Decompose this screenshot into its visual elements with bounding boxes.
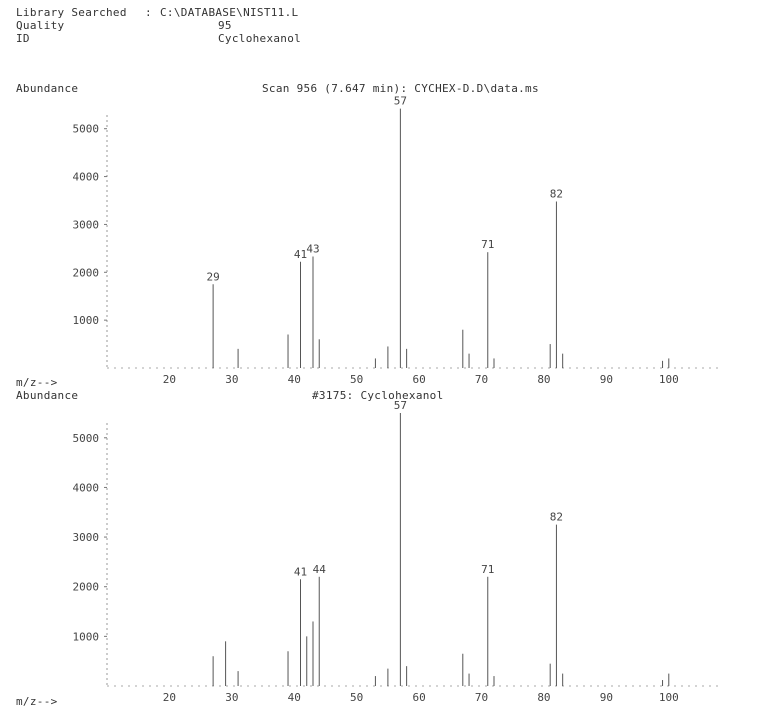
chart2-peak-label: 82 bbox=[550, 511, 563, 524]
chart1-marks: 1000 2000 3000 4000 5000 20 30 40 50 60 70 80 90 100 2… bbox=[73, 95, 720, 386]
chart1-xlabel: m/z--> bbox=[16, 376, 58, 389]
chart1-x-tick-label: 50 bbox=[350, 373, 363, 386]
chart1-y-tick-label: 3000 bbox=[73, 218, 100, 231]
library-separator: : bbox=[145, 6, 152, 19]
chart2-x-tick-label: 50 bbox=[350, 691, 363, 704]
chart1-y-tick-label: 4000 bbox=[73, 171, 100, 184]
chart2-y-tick-label: 4000 bbox=[73, 481, 100, 494]
chart2-peak-label: 57 bbox=[394, 399, 407, 412]
chart1-peak-label: 57 bbox=[394, 95, 407, 108]
chart2-x-tick-label: 70 bbox=[475, 691, 488, 704]
library-searched-label: Library Searched bbox=[16, 6, 127, 19]
chart2-peak-label: 41 bbox=[294, 565, 307, 578]
chart1-y-tick-label: 5000 bbox=[73, 123, 100, 136]
chart2-y-tick-label: 1000 bbox=[73, 630, 100, 643]
chart2-peak-label: 44 bbox=[313, 563, 327, 576]
chart1-x-tick-label: 60 bbox=[412, 373, 425, 386]
chart2-y-tick-label: 3000 bbox=[73, 531, 100, 544]
chart1-x-tick-label: 80 bbox=[537, 373, 550, 386]
chart1-title: Scan 956 (7.647 min): CYCHEX-D.D\data.ms bbox=[262, 82, 539, 95]
chart2-peak-label: 71 bbox=[481, 563, 494, 576]
chart1-x-tick-label: 40 bbox=[288, 373, 301, 386]
id-label: ID bbox=[16, 32, 30, 45]
chart2-x-tick-label: 30 bbox=[225, 691, 238, 704]
chart1-y-tick-label: 1000 bbox=[73, 314, 100, 327]
id-value: Cyclohexanol bbox=[218, 32, 302, 45]
chart2-x-tick-label: 100 bbox=[659, 691, 679, 704]
library-searched-value: C:\DATABASE\NIST11.L bbox=[160, 6, 299, 19]
chart1-peak-label: 29 bbox=[206, 270, 219, 283]
chart2-title: #3175: Cyclohexanol bbox=[312, 389, 444, 402]
chart2-x-tick-label: 90 bbox=[600, 691, 613, 704]
chart2-x-tick-label: 80 bbox=[537, 691, 550, 704]
chart1-y-tick-label: 2000 bbox=[73, 266, 100, 279]
chart1-x-tick-label: 20 bbox=[163, 373, 176, 386]
chart2-x-tick-label: 60 bbox=[412, 691, 425, 704]
chart2-x-tick-label: 40 bbox=[288, 691, 301, 704]
quality-label: Quality bbox=[16, 19, 65, 32]
chart1-x-tick-label: 30 bbox=[225, 373, 238, 386]
chart1-x-tick-label: 70 bbox=[475, 373, 488, 386]
chart1-x-tick-label: 90 bbox=[600, 373, 613, 386]
chart2-xlabel: m/z--> bbox=[16, 695, 58, 708]
chart1-ylabel: Abundance bbox=[16, 82, 79, 95]
chart1-peak-label: 71 bbox=[481, 238, 494, 251]
chart2-x-tick-label: 20 bbox=[163, 691, 176, 704]
chart1-x-tick-label: 100 bbox=[659, 373, 679, 386]
chart1-peak-label: 82 bbox=[550, 187, 563, 200]
chart1-peak-label: 41 bbox=[294, 248, 307, 261]
chart1-peak-label: 43 bbox=[306, 242, 319, 255]
chart2-y-tick-label: 5000 bbox=[73, 432, 100, 445]
quality-value: 95 bbox=[218, 19, 232, 32]
chart2-marks: 1000 2000 3000 4000 5000 20 30 40 50 60 70 80 90 100 4… bbox=[73, 399, 720, 704]
chart2-y-tick-label: 2000 bbox=[73, 581, 100, 594]
chart2-ylabel: Abundance bbox=[16, 389, 79, 402]
